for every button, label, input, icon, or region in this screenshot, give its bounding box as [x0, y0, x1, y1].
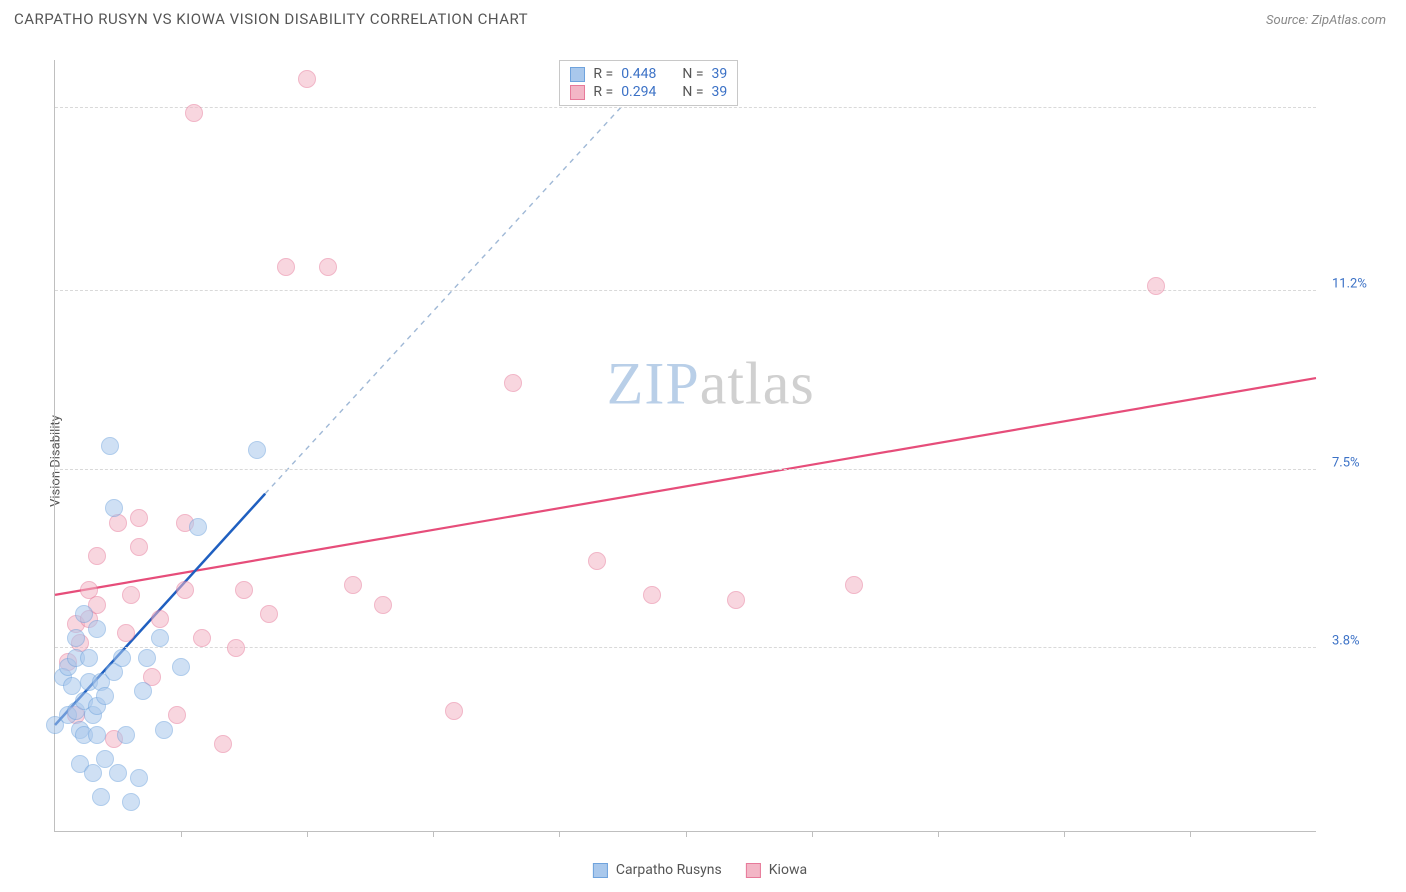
gridline-h — [55, 107, 1316, 108]
scatter-point — [260, 605, 278, 623]
scatter-point — [235, 581, 253, 599]
scatter-point — [88, 620, 106, 638]
y-tick-label: 11.2% — [1332, 277, 1367, 292]
stat-n-value: 39 — [712, 84, 728, 100]
scatter-point — [101, 437, 119, 455]
x-tick-mark — [181, 831, 182, 837]
scatter-point — [189, 518, 207, 536]
legend-item: Carpatho Rusyns — [593, 862, 722, 878]
scatter-point — [155, 721, 173, 739]
scatter-point — [88, 726, 106, 744]
scatter-point — [727, 591, 745, 609]
x-tick-mark — [433, 831, 434, 837]
chart-title: CARPATHO RUSYN VS KIOWA VISION DISABILIT… — [14, 10, 528, 28]
scatter-point — [277, 258, 295, 276]
scatter-point — [109, 764, 127, 782]
stat-r-value: 0.294 — [621, 84, 656, 100]
scatter-point — [117, 726, 135, 744]
plot-area: ZIPatlas R = 0.448N = 39R = 0.294N = 39 … — [54, 60, 1316, 832]
x-tick-mark — [307, 831, 308, 837]
x-tick-mark — [1064, 831, 1065, 837]
y-tick-label: 7.5% — [1332, 455, 1360, 470]
scatter-point — [185, 104, 203, 122]
source-attribution: Source: ZipAtlas.com — [1266, 13, 1386, 28]
scatter-point — [151, 629, 169, 647]
scatter-point — [319, 258, 337, 276]
legend-label: Carpatho Rusyns — [616, 862, 722, 878]
scatter-point — [151, 610, 169, 628]
scatter-point — [88, 547, 106, 565]
y-tick-label: 3.8% — [1332, 633, 1360, 648]
scatter-point — [643, 586, 661, 604]
legend-swatch — [593, 863, 608, 878]
legend-item: Kiowa — [746, 862, 807, 878]
x-tick-mark — [1190, 831, 1191, 837]
scatter-point — [130, 538, 148, 556]
legend-swatch — [746, 863, 761, 878]
scatter-point — [122, 586, 140, 604]
trend-lines — [55, 60, 1316, 831]
scatter-point — [113, 649, 131, 667]
scatter-point — [445, 702, 463, 720]
scatter-point — [504, 374, 522, 392]
x-tick-mark — [559, 831, 560, 837]
scatter-point — [248, 441, 266, 459]
gridline-h — [55, 469, 1316, 470]
scatter-point — [84, 764, 102, 782]
scatter-point — [80, 649, 98, 667]
scatter-point — [172, 658, 190, 676]
chart-container: Vision Disability ZIPatlas R = 0.448N = … — [14, 40, 1386, 882]
legend-label: Kiowa — [769, 862, 807, 878]
bottom-legend: Carpatho Rusyns Kiowa — [593, 862, 807, 878]
scatter-point — [214, 735, 232, 753]
scatter-point — [344, 576, 362, 594]
scatter-point — [130, 769, 148, 787]
scatter-point — [227, 639, 245, 657]
x-tick-mark — [812, 831, 813, 837]
stats-box: R = 0.448N = 39R = 0.294N = 39 — [559, 60, 738, 106]
x-tick-mark — [938, 831, 939, 837]
scatter-point — [130, 509, 148, 527]
stat-n-value: 39 — [712, 66, 728, 82]
scatter-point — [138, 649, 156, 667]
scatter-point — [374, 596, 392, 614]
stat-r-value: 0.448 — [621, 66, 656, 82]
scatter-point — [168, 706, 186, 724]
x-tick-mark — [686, 831, 687, 837]
scatter-point — [176, 581, 194, 599]
scatter-point — [105, 499, 123, 517]
stats-row: R = 0.448N = 39 — [570, 65, 727, 83]
scatter-point — [134, 682, 152, 700]
legend-swatch — [570, 85, 585, 100]
stats-row: R = 0.294N = 39 — [570, 83, 727, 101]
scatter-point — [117, 624, 135, 642]
legend-swatch — [570, 67, 585, 82]
scatter-point — [298, 70, 316, 88]
scatter-point — [588, 552, 606, 570]
scatter-point — [1147, 277, 1165, 295]
scatter-point — [193, 629, 211, 647]
scatter-point — [96, 687, 114, 705]
scatter-point — [845, 576, 863, 594]
scatter-point — [67, 629, 85, 647]
scatter-point — [92, 788, 110, 806]
scatter-point — [122, 793, 140, 811]
gridline-h — [55, 290, 1316, 291]
